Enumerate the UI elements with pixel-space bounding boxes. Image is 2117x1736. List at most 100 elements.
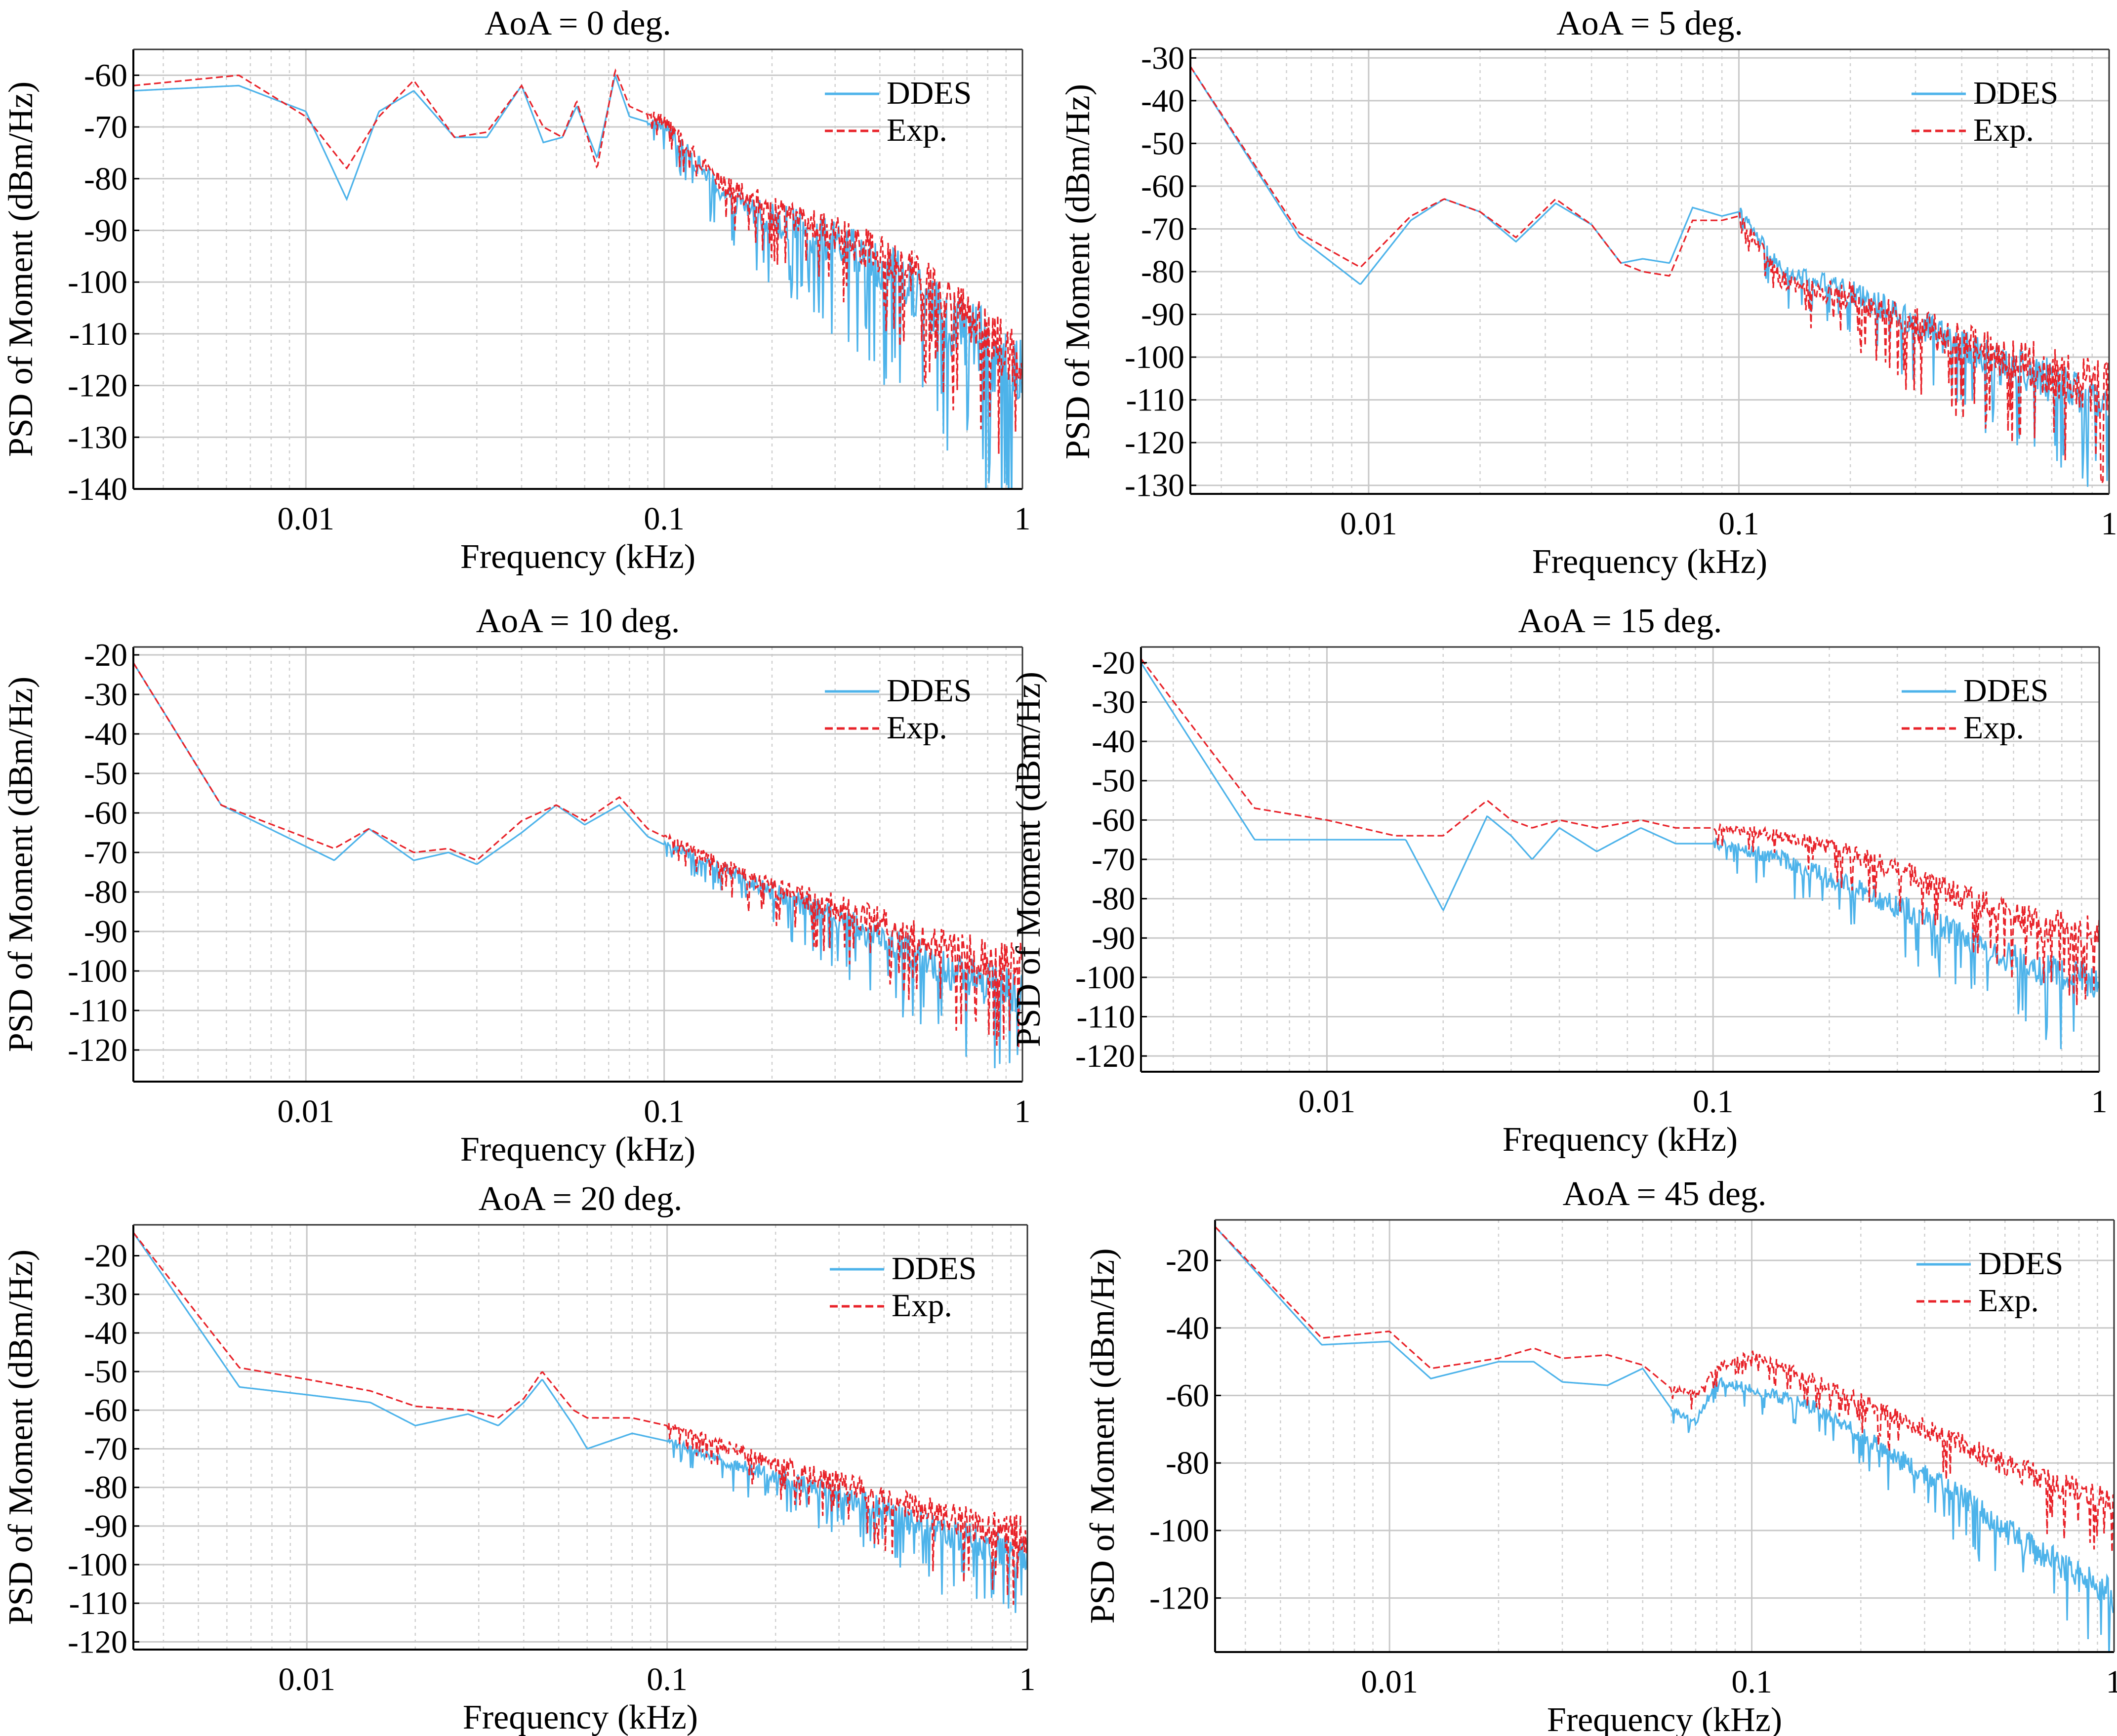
legend-label: DDES: [1963, 673, 2048, 709]
x-tick-label: 1: [1015, 501, 1031, 537]
y-tick-label: -50: [84, 1354, 127, 1390]
x-tick-label: 0.1: [1693, 1084, 1734, 1120]
x-tick-label: 0.01: [1361, 1664, 1418, 1700]
chart-title: AoA = 45 deg.: [1563, 1175, 1767, 1213]
y-axis-label: PSD of Moment (dBm/Hz): [1059, 84, 1097, 459]
x-tick-label: 1: [2091, 1084, 2108, 1120]
y-tick-label: -90: [1141, 297, 1184, 333]
y-tick-label: -120: [1149, 1580, 1209, 1616]
y-tick-label: -70: [1092, 842, 1135, 878]
y-tick-label: -80: [1092, 881, 1135, 917]
chart-title: AoA = 10 deg.: [476, 602, 680, 640]
y-tick-label: -50: [1141, 125, 1184, 161]
y-tick-label: -100: [68, 1547, 127, 1583]
y-tick-label: -60: [1141, 168, 1184, 204]
series-line-ddes: [1190, 66, 2109, 487]
x-tick-label: 1: [2101, 506, 2117, 542]
minor-grid: [163, 647, 1007, 1082]
y-tick-label: -40: [1092, 724, 1135, 760]
x-axis-label: Frequency (kHz): [460, 1130, 695, 1169]
y-tick-label: -80: [1141, 254, 1184, 290]
y-tick-label: -110: [69, 993, 127, 1029]
y-tick-label: -60: [84, 57, 127, 93]
x-tick-label: 0.01: [1340, 506, 1397, 542]
y-tick-label: -120: [68, 1624, 127, 1660]
legend-label: Exp.: [1978, 1283, 2039, 1319]
y-tick-label: -60: [1092, 802, 1135, 838]
y-tick-label: -80: [84, 161, 127, 197]
chart-panel-2: -120-110 -100-90 -80-70 -60-50 -40-30 -20 0.01…: [2, 602, 1031, 1169]
y-tick-label: -120: [1125, 425, 1184, 461]
y-tick-label: -90: [84, 914, 127, 950]
y-tick-label: -70: [84, 835, 127, 871]
x-tick-label: 0.1: [647, 1661, 688, 1697]
x-tick-label: 0.1: [1731, 1664, 1772, 1700]
x-tick-label: 0.01: [278, 501, 335, 537]
y-axis-label: PSD of Moment (dBm/Hz): [2, 81, 40, 457]
legend-label: DDES: [892, 1251, 977, 1287]
y-tick-label: -110: [1076, 999, 1135, 1035]
series-line-exp: [133, 68, 1022, 454]
series-line-exp: [1215, 1226, 2114, 1552]
legend-label: DDES: [887, 75, 972, 111]
y-tick-label: -110: [1126, 382, 1184, 418]
chart-title: AoA = 15 deg.: [1518, 602, 1722, 640]
x-axis-label: Frequency (kHz): [1547, 1701, 1782, 1736]
legend-label: DDES: [1973, 75, 2058, 111]
chart-title: AoA = 5 deg.: [1556, 4, 1743, 42]
y-tick-label: -110: [69, 1585, 127, 1621]
legend-label: Exp.: [887, 710, 947, 746]
y-tick-label: -40: [84, 1315, 127, 1351]
y-axis-label: PSD of Moment (dBm/Hz): [2, 1250, 40, 1625]
y-tick-label: -140: [68, 471, 127, 507]
y-tick-label: -30: [84, 677, 127, 713]
y-tick-label: -30: [1141, 40, 1184, 76]
x-axis-label: Frequency (kHz): [1503, 1121, 1738, 1159]
series-line-exp: [1141, 658, 2099, 1006]
y-tick-label: -60: [84, 1392, 127, 1428]
y-tick-label: -70: [84, 1431, 127, 1467]
y-tick-label: -130: [68, 419, 127, 455]
series-line-ddes: [1215, 1226, 2114, 1652]
y-tick-label: -40: [1141, 83, 1184, 119]
x-tick-label: 0.01: [278, 1093, 335, 1130]
y-tick-label: -120: [1075, 1038, 1135, 1074]
series-line-ddes: [1141, 662, 2099, 1050]
y-tick-label: -110: [69, 316, 127, 352]
series-line-ddes: [133, 1232, 1027, 1613]
chart-title: AoA = 20 deg.: [479, 1180, 683, 1218]
y-tick-label: -130: [1125, 468, 1184, 504]
chart-panel-1: -130 -120 -110 -100 -90 -80 -70 -60 -50 -40 -30 0.0…: [1059, 4, 2117, 581]
x-axis-label: Frequency (kHz): [460, 538, 695, 576]
legend-label: DDES: [1978, 1246, 2063, 1282]
chart-title: AoA = 0 deg.: [485, 4, 671, 42]
y-tick-label: -60: [84, 795, 127, 831]
minor-grid: [163, 1225, 1012, 1650]
x-tick-label: 0.1: [644, 1093, 685, 1130]
x-tick-label: 0.01: [1299, 1084, 1356, 1120]
x-axis-label: Frequency (kHz): [1532, 543, 1767, 581]
major-grid: [1215, 1220, 2115, 1652]
x-axis-label: Frequency (kHz): [463, 1698, 698, 1736]
y-tick-label: -20: [1092, 645, 1135, 681]
x-tick-label: 0.1: [1718, 506, 1759, 542]
y-tick-label: -120: [68, 1032, 127, 1068]
legend-label: Exp.: [892, 1288, 952, 1324]
y-tick-label: -30: [84, 1277, 127, 1313]
y-axis-label: PSD of Moment (dBm/Hz): [2, 677, 40, 1052]
y-tick-label: -50: [84, 756, 127, 792]
y-tick-label: -20: [84, 637, 127, 673]
y-tick-label: -20: [1166, 1243, 1209, 1279]
y-tick-label: -80: [84, 1470, 127, 1506]
y-tick-label: -20: [84, 1238, 127, 1274]
y-tick-label: -80: [1166, 1445, 1209, 1481]
minor-grid: [1245, 1220, 2098, 1652]
legend-label: Exp.: [887, 112, 947, 148]
y-tick-label: -100: [68, 953, 127, 989]
y-tick-label: -100: [68, 264, 127, 300]
y-tick-label: -100: [1075, 960, 1135, 996]
